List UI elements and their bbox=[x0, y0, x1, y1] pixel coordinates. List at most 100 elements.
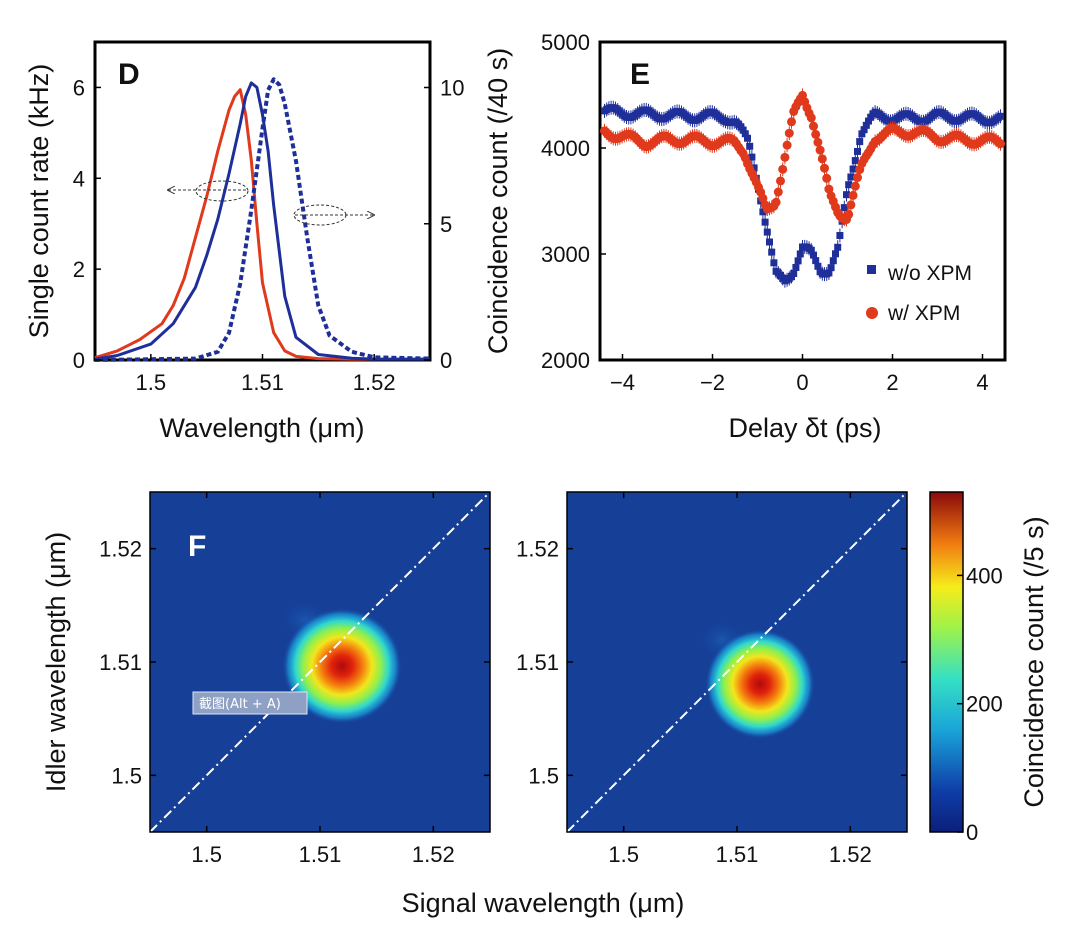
panel-e-point-w-xpm bbox=[848, 190, 858, 200]
panel-e-point-w-xpm bbox=[809, 121, 818, 131]
panel-e-point-w-xpm bbox=[822, 173, 832, 183]
panel-e-point-wo-xpm bbox=[834, 243, 842, 251]
panel-e-point-w-xpm bbox=[806, 113, 816, 123]
panel-e-xtick-label: 4 bbox=[976, 370, 988, 395]
panel-d-ytick-label: 0 bbox=[73, 348, 85, 373]
panel-f-xtick-label: 1.51 bbox=[299, 842, 342, 867]
panel-e-point-w-xpm bbox=[996, 139, 1005, 149]
panel-e-point-wo-xpm bbox=[862, 121, 870, 129]
panel-e-point-w-xpm bbox=[815, 145, 825, 155]
panel-e-point-w-xpm bbox=[784, 128, 794, 138]
colorbar-tick-label: 400 bbox=[966, 563, 1003, 588]
heatmap-left: F 截图(Alt + A) bbox=[149, 491, 491, 833]
panel-e-point-wo-xpm bbox=[832, 250, 839, 258]
colorbar-label: Coincidence count (/5 s) bbox=[1019, 516, 1049, 807]
panel-e-ytick-label: 4000 bbox=[541, 136, 590, 161]
panel-e-point-wo-xpm bbox=[796, 250, 804, 258]
panel-f-xtick-label: 1.5 bbox=[191, 842, 222, 867]
panel-e-point-wo-xpm bbox=[741, 130, 749, 138]
panel-e-point-w-xpm bbox=[820, 163, 829, 173]
panel-e-point-w-xpm bbox=[782, 140, 792, 150]
legend-marker-wo-xpm bbox=[867, 265, 876, 274]
colorbar-gradient bbox=[929, 491, 964, 833]
panel-e-point-w-xpm bbox=[846, 200, 856, 210]
panel-e: −4 −2 0 2 4 2000 3000 4000 5000 E w/o XPM w/ XPM… bbox=[483, 30, 1007, 443]
panel-e-point-wo-xpm bbox=[836, 232, 844, 240]
panel-e-point-w-xpm bbox=[773, 187, 783, 197]
panel-e-point-wo-xpm bbox=[812, 257, 820, 265]
panel-e-point-wo-xpm bbox=[807, 246, 815, 254]
colorbar-tick-label: 200 bbox=[966, 692, 1003, 717]
heatmap-right bbox=[566, 491, 908, 833]
panel-e-point-w-xpm bbox=[844, 209, 854, 219]
panel-e-point-w-xpm bbox=[787, 117, 796, 127]
panel-e-point-wo-xpm bbox=[746, 142, 754, 150]
panel-e-ytick-label: 2000 bbox=[541, 348, 590, 373]
panel-f-ytick-label: 1.52 bbox=[516, 537, 559, 562]
panel-e-point-wo-xpm bbox=[814, 262, 822, 270]
panel-f-xtick-label: 1.5 bbox=[608, 842, 639, 867]
panel-f-ytick-label: 1.51 bbox=[516, 650, 559, 675]
panel-e-point-w-xpm bbox=[853, 173, 862, 183]
panel-e-ytick-label: 5000 bbox=[541, 30, 590, 55]
panel-d-ytick-right-label: 5 bbox=[440, 212, 452, 237]
panel-f-ytick-label: 1.5 bbox=[111, 763, 142, 788]
heatmap-right-diagonal bbox=[566, 491, 908, 833]
left-axis-arrow bbox=[168, 180, 249, 202]
panel-d-ytick-right-label: 0 bbox=[440, 348, 452, 373]
panel-e-point-wo-xpm bbox=[851, 157, 859, 165]
panel-e-point-wo-xpm bbox=[790, 269, 798, 277]
panel-e-point-wo-xpm bbox=[829, 257, 837, 265]
panel-d-series bbox=[94, 77, 431, 362]
panel-e-ytick-label: 3000 bbox=[541, 242, 590, 267]
panel-d-label: D bbox=[118, 58, 140, 91]
panel-f-ytick-label: 1.51 bbox=[99, 650, 142, 675]
panel-e-xlabel: Delay δt (ps) bbox=[728, 413, 881, 443]
panel-e-point-wo-xpm bbox=[860, 126, 868, 134]
panel-e-point-wo-xpm bbox=[840, 204, 848, 212]
panel-d-ytick-label: 2 bbox=[73, 257, 85, 282]
panel-d-curve-3 bbox=[94, 77, 431, 362]
panel-e-point-w-xpm bbox=[780, 152, 790, 162]
panel-e-point-wo-xpm bbox=[845, 181, 853, 189]
heatmap-left-peak bbox=[282, 608, 402, 724]
panel-e-point-wo-xpm bbox=[794, 257, 802, 265]
panel-e-ylabel: Coincidence count (/40 s) bbox=[483, 48, 513, 354]
panel-e-xtick-label: −2 bbox=[700, 370, 725, 395]
right-axis-arrow bbox=[293, 204, 374, 226]
panel-e-label: E bbox=[630, 58, 650, 91]
legend-label-wo-xpm: w/o XPM bbox=[887, 262, 972, 285]
panel-d-ylabel: Single count rate (kHz) bbox=[24, 64, 54, 339]
panel-e-xtick-label: −4 bbox=[610, 370, 635, 395]
panel-e-point-w-xpm bbox=[811, 129, 821, 139]
panel-f-xtick-label: 1.52 bbox=[829, 842, 872, 867]
panel-e-series bbox=[600, 88, 1005, 288]
legend: w/o XPM w/ XPM bbox=[866, 262, 972, 325]
panel-e-point-wo-xpm bbox=[810, 251, 817, 259]
panel-d-ticks: 1.5 1.51 1.52 0 2 4 6 0 5 10 bbox=[73, 75, 465, 395]
panel-d-xtick-label: 1.5 bbox=[136, 370, 167, 395]
panel-f-xlabel: Signal wavelength (μm) bbox=[402, 888, 685, 918]
panel-f-ticks: 1.5 1.51 1.52 1.5 1.51 1.52 1.5 1.51 1.52 1.5 1.51… bbox=[99, 492, 907, 867]
panel-e-point-wo-xpm bbox=[759, 208, 767, 216]
colorbar-tick-label: 0 bbox=[966, 820, 978, 845]
panel-e-point-wo-xpm bbox=[768, 248, 776, 256]
panel-e-point-wo-xpm bbox=[763, 228, 771, 236]
panel-d-ytick-label: 4 bbox=[73, 166, 85, 191]
panel-e-point-wo-xpm bbox=[865, 117, 872, 125]
panel-d-frame bbox=[93, 40, 432, 362]
panel-e-point-wo-xpm bbox=[739, 126, 747, 134]
panel-e-point-wo-xpm bbox=[856, 138, 864, 146]
panel-e-point-wo-xpm bbox=[827, 264, 835, 272]
panel-e-point-wo-xpm bbox=[744, 134, 751, 142]
panel-f-xtick-label: 1.51 bbox=[716, 842, 759, 867]
legend-marker-w-xpm bbox=[866, 307, 878, 319]
colorbar-ticks: 0 200 400 bbox=[957, 563, 1003, 845]
panel-e-xtick-label: 0 bbox=[796, 370, 808, 395]
watermark-box bbox=[192, 691, 308, 715]
panel-d-xtick-label: 1.52 bbox=[353, 370, 396, 395]
panel-d-ytick-right-label: 10 bbox=[440, 76, 464, 101]
panel-d-xlabel: Wavelength (μm) bbox=[159, 413, 364, 443]
heatmap-right-peak bbox=[705, 629, 815, 739]
panel-f-ytick-label: 1.52 bbox=[99, 537, 142, 562]
